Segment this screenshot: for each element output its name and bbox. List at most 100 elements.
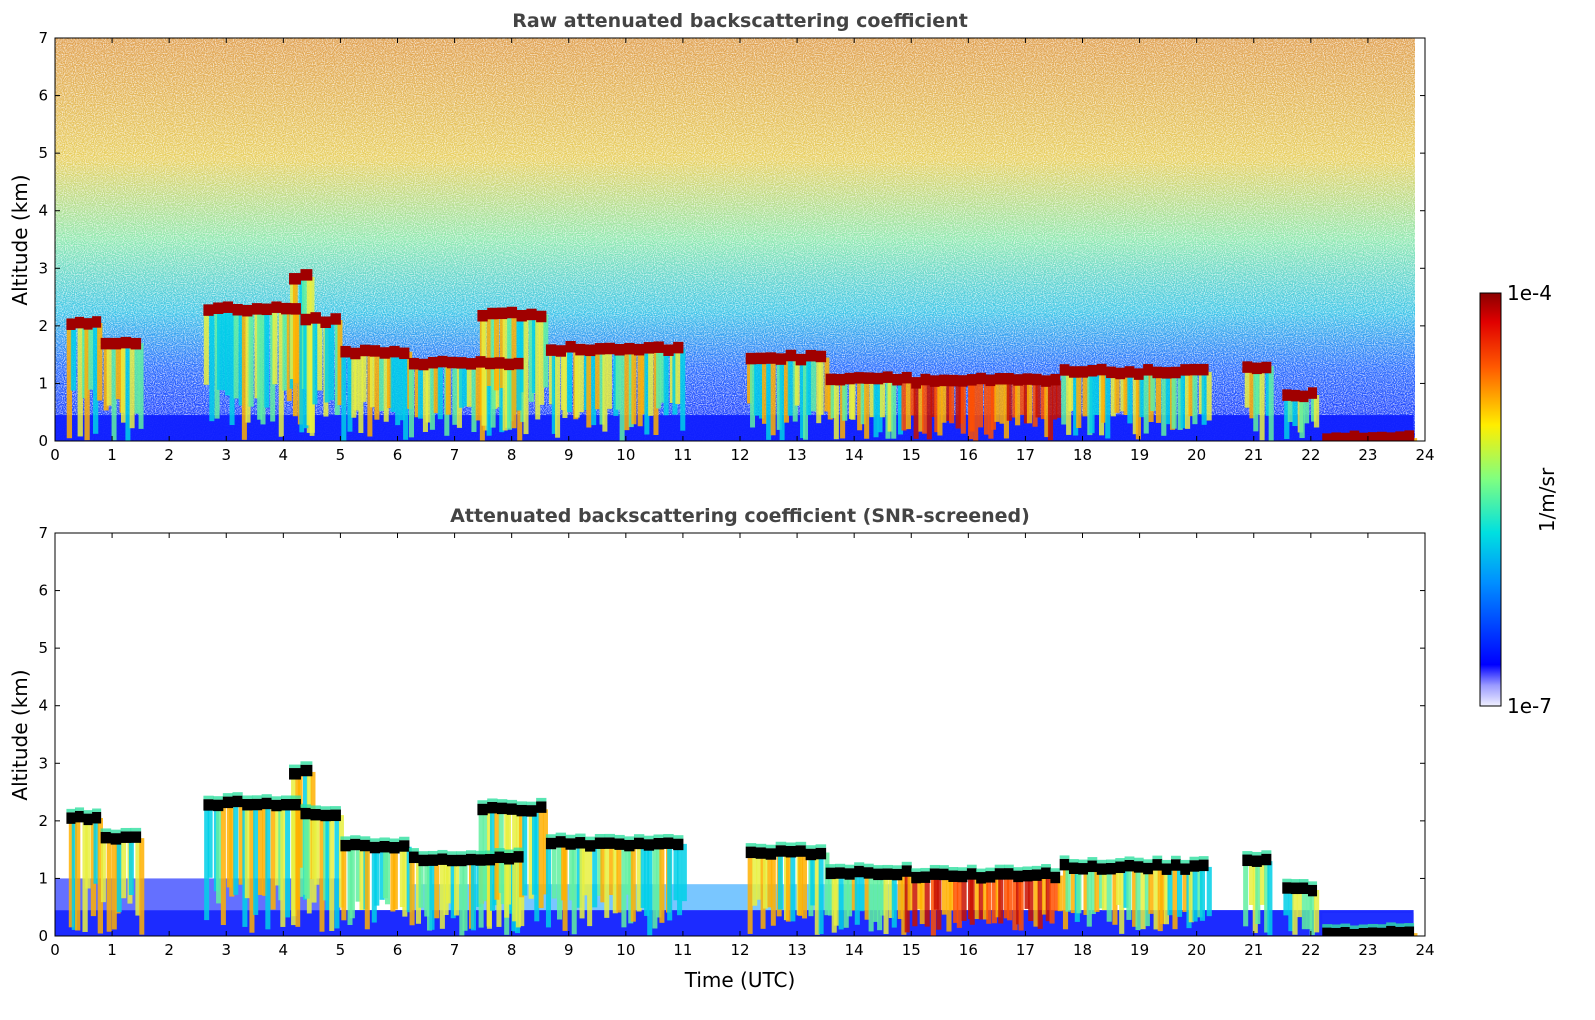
precipitation-streak — [1023, 380, 1029, 424]
precipitation-streak — [490, 314, 496, 428]
cloud-base-segment — [673, 838, 684, 851]
cloud-base-segment — [475, 356, 486, 368]
cloud-edge — [92, 808, 102, 812]
precipitation-streak — [842, 377, 848, 421]
cloud-edge — [1251, 851, 1262, 856]
cloud-edge — [203, 795, 214, 800]
cloud-edge — [643, 835, 655, 840]
cloud-base-segment — [815, 350, 827, 363]
precipitation-streak — [1044, 380, 1050, 438]
precipitation-streak — [1267, 861, 1273, 936]
y-axis-label: Altitude (km) — [8, 669, 32, 800]
precipitation-streak — [1041, 875, 1048, 915]
cloud-base-segment — [437, 355, 448, 368]
precipitation-streak — [949, 875, 955, 911]
precipitation-streak — [631, 348, 637, 425]
x-tick-label: 7 — [450, 446, 460, 464]
precipitation-streak — [1176, 866, 1183, 917]
cloud-base-segment — [1290, 389, 1300, 402]
cloud-base-segment — [1124, 366, 1135, 378]
plot-marks — [55, 269, 1418, 441]
cloud-base-segment — [330, 313, 341, 325]
cloud-edge — [1096, 859, 1107, 864]
x-tick-label: 7 — [450, 941, 460, 959]
precipitation-streak — [204, 803, 210, 921]
precipitation-streak — [233, 803, 239, 895]
cloud-base-segment — [745, 352, 757, 365]
cloud-base-segment — [1377, 431, 1387, 441]
cloud-base-segment — [1358, 432, 1369, 441]
precipitation-streak — [217, 308, 223, 390]
precipitation-streak — [644, 843, 650, 916]
precipitation-streak — [314, 815, 320, 885]
x-tick-label: 17 — [1016, 941, 1035, 959]
precipitation-streak — [355, 846, 361, 902]
precipitation-streak — [538, 809, 544, 909]
cloud-base-segment — [844, 372, 855, 385]
precipitation-streak — [249, 803, 255, 933]
precipitation-streak — [409, 858, 415, 926]
cloud-base-segment — [854, 865, 865, 878]
x-tick-label: 24 — [1415, 941, 1434, 959]
cloud-base-segment — [1161, 367, 1172, 379]
precipitation-streak — [873, 377, 879, 438]
cloud-base-segment — [359, 344, 371, 357]
precipitation-streak — [415, 858, 422, 924]
cloud-base-segment — [976, 372, 986, 385]
cloud-base-segment — [653, 837, 664, 850]
colorbar-min-label: 1e-7 — [1507, 694, 1552, 718]
precipitation-streak — [579, 843, 585, 919]
cloud-edge — [1078, 859, 1088, 864]
precipitation-streak — [880, 872, 886, 916]
precipitation-streak — [810, 852, 816, 906]
precipitation-streak — [1026, 380, 1033, 424]
cloud-base-segment — [399, 840, 410, 852]
cloud-edge — [74, 807, 85, 811]
cloud-base-segment — [948, 870, 959, 882]
precipitation-streak — [578, 348, 584, 413]
cloud-base-segment — [1404, 430, 1415, 441]
cloud-base-segment — [536, 801, 547, 813]
precipitation-streak — [591, 348, 597, 426]
cloud-base-segment — [844, 868, 855, 880]
precipitation-streak — [1153, 866, 1159, 930]
precipitation-streak — [135, 838, 141, 916]
precipitation-streak — [1268, 366, 1274, 441]
precipitation-streak — [1106, 866, 1112, 922]
cloud-edge — [379, 837, 390, 841]
cloud-edge — [1022, 866, 1033, 870]
cloud-base-segment — [466, 853, 477, 866]
cloud-base-segment — [785, 845, 797, 858]
precipitation-streak — [1163, 866, 1170, 925]
cloud-base-segment — [232, 303, 243, 316]
precipitation-streak — [68, 817, 75, 928]
precipitation-streak — [681, 843, 687, 902]
cloud-base-segment — [242, 304, 253, 317]
precipitation-streak — [486, 363, 492, 436]
precipitation-streak — [1265, 366, 1271, 416]
precipitation-streak — [1101, 371, 1107, 423]
precipitation-streak — [216, 803, 222, 904]
precipitation-streak — [374, 846, 380, 906]
precipitation-streak — [299, 276, 305, 433]
cloud-base-segment — [1170, 859, 1181, 871]
precipitation-streak — [248, 308, 254, 407]
cloud-base-segment — [92, 811, 102, 824]
precipitation-streak — [1083, 866, 1089, 915]
precipitation-streak — [1037, 875, 1043, 929]
cloud-edge — [976, 868, 986, 873]
precipitation-streak — [926, 380, 932, 440]
precipitation-streak — [648, 348, 654, 416]
cloud-base-segment — [1180, 364, 1191, 376]
cloud-base-segment — [765, 848, 777, 860]
precipitation-streak — [238, 803, 244, 885]
precipitation-streak — [783, 357, 789, 423]
precipitation-streak — [225, 308, 231, 396]
precipitation-streak — [361, 351, 367, 402]
cloud-edge — [261, 794, 272, 798]
precipitation-streak — [1411, 438, 1418, 441]
cloud-base-segment — [1050, 373, 1061, 386]
cloud-base-segment — [487, 801, 498, 814]
axes: 0 1 2 3 4 5 6 7 8 9 10 11 12 13 14 15 16 17 18 19 20 21 22 23 24… — [38, 524, 1434, 959]
precipitation-streak — [1135, 371, 1141, 440]
